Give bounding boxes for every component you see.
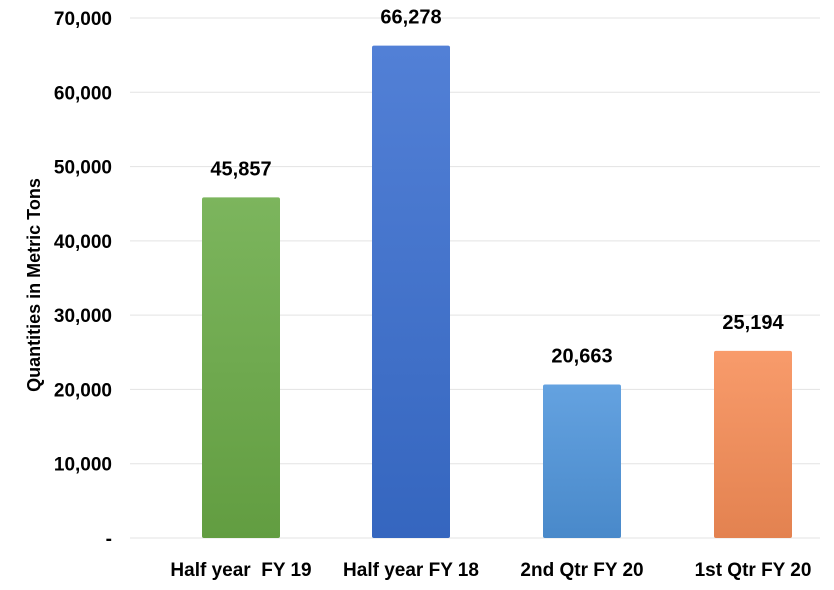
x-category-label-1: Half year FY 19 bbox=[170, 560, 311, 581]
bar-1 bbox=[202, 197, 280, 538]
x-category-label-3: 2nd Qtr FY 20 bbox=[520, 560, 643, 581]
y-tick-label: 40,000 bbox=[54, 232, 112, 253]
data-label-2: 66,278 bbox=[380, 7, 441, 29]
y-tick-label: 70,000 bbox=[54, 9, 112, 30]
data-label-4: 25,194 bbox=[722, 312, 784, 334]
y-tick-label: 30,000 bbox=[54, 306, 112, 327]
y-tick-label: 50,000 bbox=[54, 158, 112, 179]
y-axis-label: Quantities in Metric Tons bbox=[24, 178, 44, 392]
y-tick-label: 10,000 bbox=[54, 455, 112, 476]
bar-4 bbox=[714, 350, 792, 538]
data-label-3: 20,663 bbox=[551, 346, 612, 368]
x-category-label-4: 1st Qtr FY 20 bbox=[695, 560, 812, 581]
data-labels: 45,857 66,278 20,663 25,194 bbox=[210, 7, 784, 368]
data-label-1: 45,857 bbox=[210, 158, 271, 180]
x-category-label-2: Half year FY 18 bbox=[343, 560, 479, 581]
bar-3 bbox=[543, 384, 621, 538]
y-tick-label: - bbox=[106, 529, 112, 550]
y-tick-label: 60,000 bbox=[54, 83, 112, 104]
bar-2 bbox=[372, 45, 450, 539]
x-axis-categories: Half year FY 19 Half year FY 18 2nd Qtr FY… bbox=[170, 560, 811, 581]
y-axis-ticks: - 10,000 20,000 30,000 40,000 50,000 60,000 70,… bbox=[54, 9, 112, 550]
bars bbox=[202, 45, 792, 539]
y-tick-label: 20,000 bbox=[54, 380, 112, 401]
